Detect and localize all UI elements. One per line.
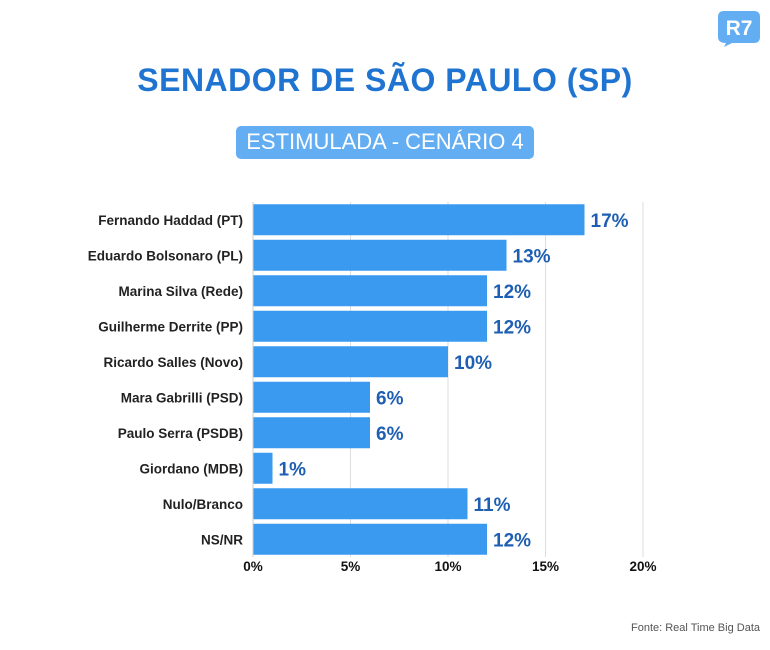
bar-7 xyxy=(253,452,273,484)
x-tick-label-4: 20% xyxy=(629,559,656,574)
bar-0 xyxy=(253,204,585,236)
bar-1 xyxy=(253,239,507,271)
value-label-2: 12% xyxy=(493,282,531,303)
category-label-2: Marina Silva (Rede) xyxy=(118,284,243,299)
x-tick-label-0: 0% xyxy=(243,559,263,574)
value-label-3: 12% xyxy=(493,317,531,338)
value-label-7: 1% xyxy=(279,459,307,480)
bar-9 xyxy=(253,523,487,555)
bar-3 xyxy=(253,310,487,342)
r7-logo: R7 xyxy=(718,11,760,47)
chart-subtitle: ESTIMULADA - CENÁRIO 4 xyxy=(236,126,534,159)
value-label-1: 13% xyxy=(513,246,551,267)
bar-5 xyxy=(253,381,370,413)
r7-logo-shape: R7 xyxy=(718,11,760,47)
bar-chart: Fernando Haddad (PT) 17% Eduardo Bolsonaro… xyxy=(88,202,657,574)
category-label-7: Giordano (MDB) xyxy=(140,461,244,476)
category-label-6: Paulo Serra (PSDB) xyxy=(118,426,243,441)
value-label-5: 6% xyxy=(376,388,404,409)
value-label-6: 6% xyxy=(376,424,404,445)
x-tick-label-1: 5% xyxy=(341,559,361,574)
bar-2 xyxy=(253,275,487,307)
value-label-8: 11% xyxy=(474,495,511,516)
category-label-9: NS/NR xyxy=(201,532,243,547)
value-label-0: 17% xyxy=(591,211,629,232)
category-label-8: Nulo/Branco xyxy=(163,497,243,512)
value-label-9: 12% xyxy=(493,530,531,551)
category-label-1: Eduardo Bolsonaro (PL) xyxy=(88,248,243,263)
source-note: Fonte: Real Time Big Data xyxy=(630,622,760,634)
category-label-0: Fernando Haddad (PT) xyxy=(98,213,243,228)
chart-title: SENADOR DE SÃO PAULO (SP) xyxy=(137,62,633,98)
bar-6 xyxy=(253,417,370,449)
value-label-4: 10% xyxy=(454,353,492,374)
r7-logo-text: R7 xyxy=(726,17,753,40)
category-label-4: Ricardo Salles (Novo) xyxy=(103,355,243,370)
x-tick-label-3: 15% xyxy=(532,559,559,574)
x-tick-label-2: 10% xyxy=(434,559,461,574)
category-label-3: Guilherme Derrite (PP) xyxy=(98,319,243,334)
subtitle-container: ESTIMULADA - CENÁRIO 4 xyxy=(0,126,770,159)
bar-4 xyxy=(253,346,448,378)
category-label-5: Mara Gabrilli (PSD) xyxy=(121,390,243,405)
bar-8 xyxy=(253,488,468,520)
